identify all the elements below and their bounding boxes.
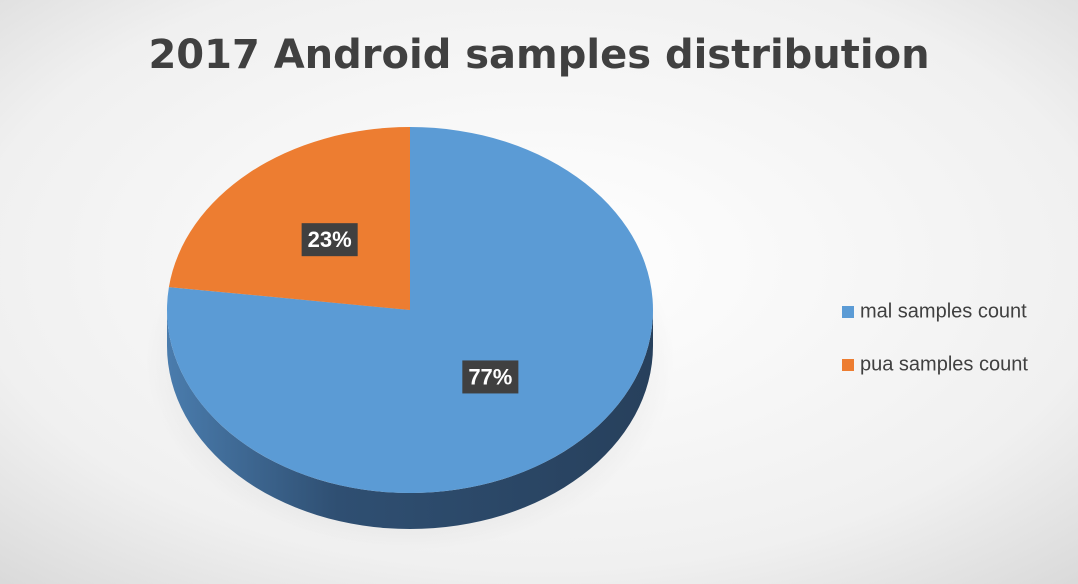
- data-label: 23%: [308, 227, 352, 252]
- chart-title: 2017 Android samples distribution: [148, 32, 929, 78]
- slice-side: [167, 310, 653, 529]
- legend-swatch: [842, 359, 854, 371]
- legend-swatch: [842, 306, 854, 318]
- data-label-box: [462, 360, 519, 394]
- pie: 77% 23%: [166, 127, 653, 529]
- slice: [168, 127, 410, 310]
- legend-label: mal samples count: [860, 300, 1027, 322]
- data-label: 77%: [468, 364, 512, 389]
- data-label-box: [301, 223, 358, 257]
- legend: mal samples count pua samples count: [842, 300, 1028, 375]
- legend-label: pua samples count: [860, 353, 1028, 375]
